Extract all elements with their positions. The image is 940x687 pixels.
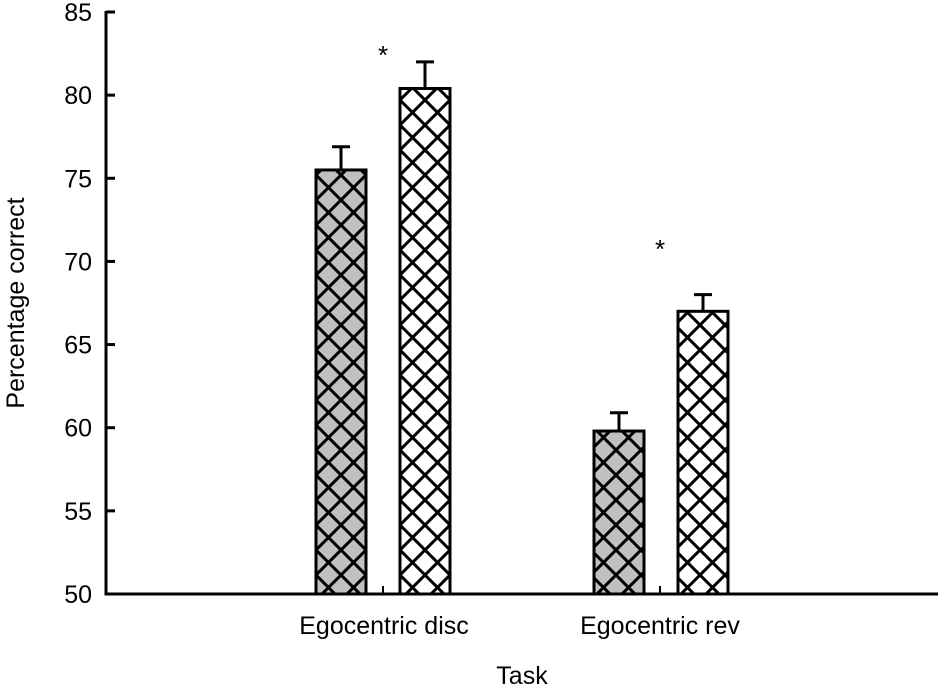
- y-tick-label: 70: [64, 248, 92, 276]
- bar: [676, 309, 730, 596]
- y-tick-label: 50: [64, 581, 92, 609]
- y-tick-label: 80: [64, 82, 92, 110]
- y-tick-label: 65: [64, 332, 92, 360]
- x-axis: Egocentric disc Egocentric rev: [104, 586, 938, 640]
- y-tick-label: 75: [64, 165, 92, 193]
- x-axis-title: Task: [496, 662, 548, 687]
- y-axis-title: Percentage correct: [2, 197, 30, 408]
- bar: [314, 168, 368, 596]
- significance-star: *: [378, 40, 388, 70]
- y-axis: 50 55 60 65 70 75 80 85: [64, 0, 115, 609]
- bar: [398, 86, 452, 596]
- significance-markers: **: [378, 40, 665, 264]
- significance-star: *: [655, 234, 665, 264]
- y-tick-label: 60: [64, 415, 92, 443]
- y-tick-label: 85: [64, 0, 92, 27]
- y-tick-label: 55: [64, 498, 92, 526]
- category-label: Egocentric rev: [580, 612, 740, 640]
- bars: [314, 60, 730, 596]
- bar: [592, 429, 646, 596]
- category-label: Egocentric disc: [299, 612, 469, 640]
